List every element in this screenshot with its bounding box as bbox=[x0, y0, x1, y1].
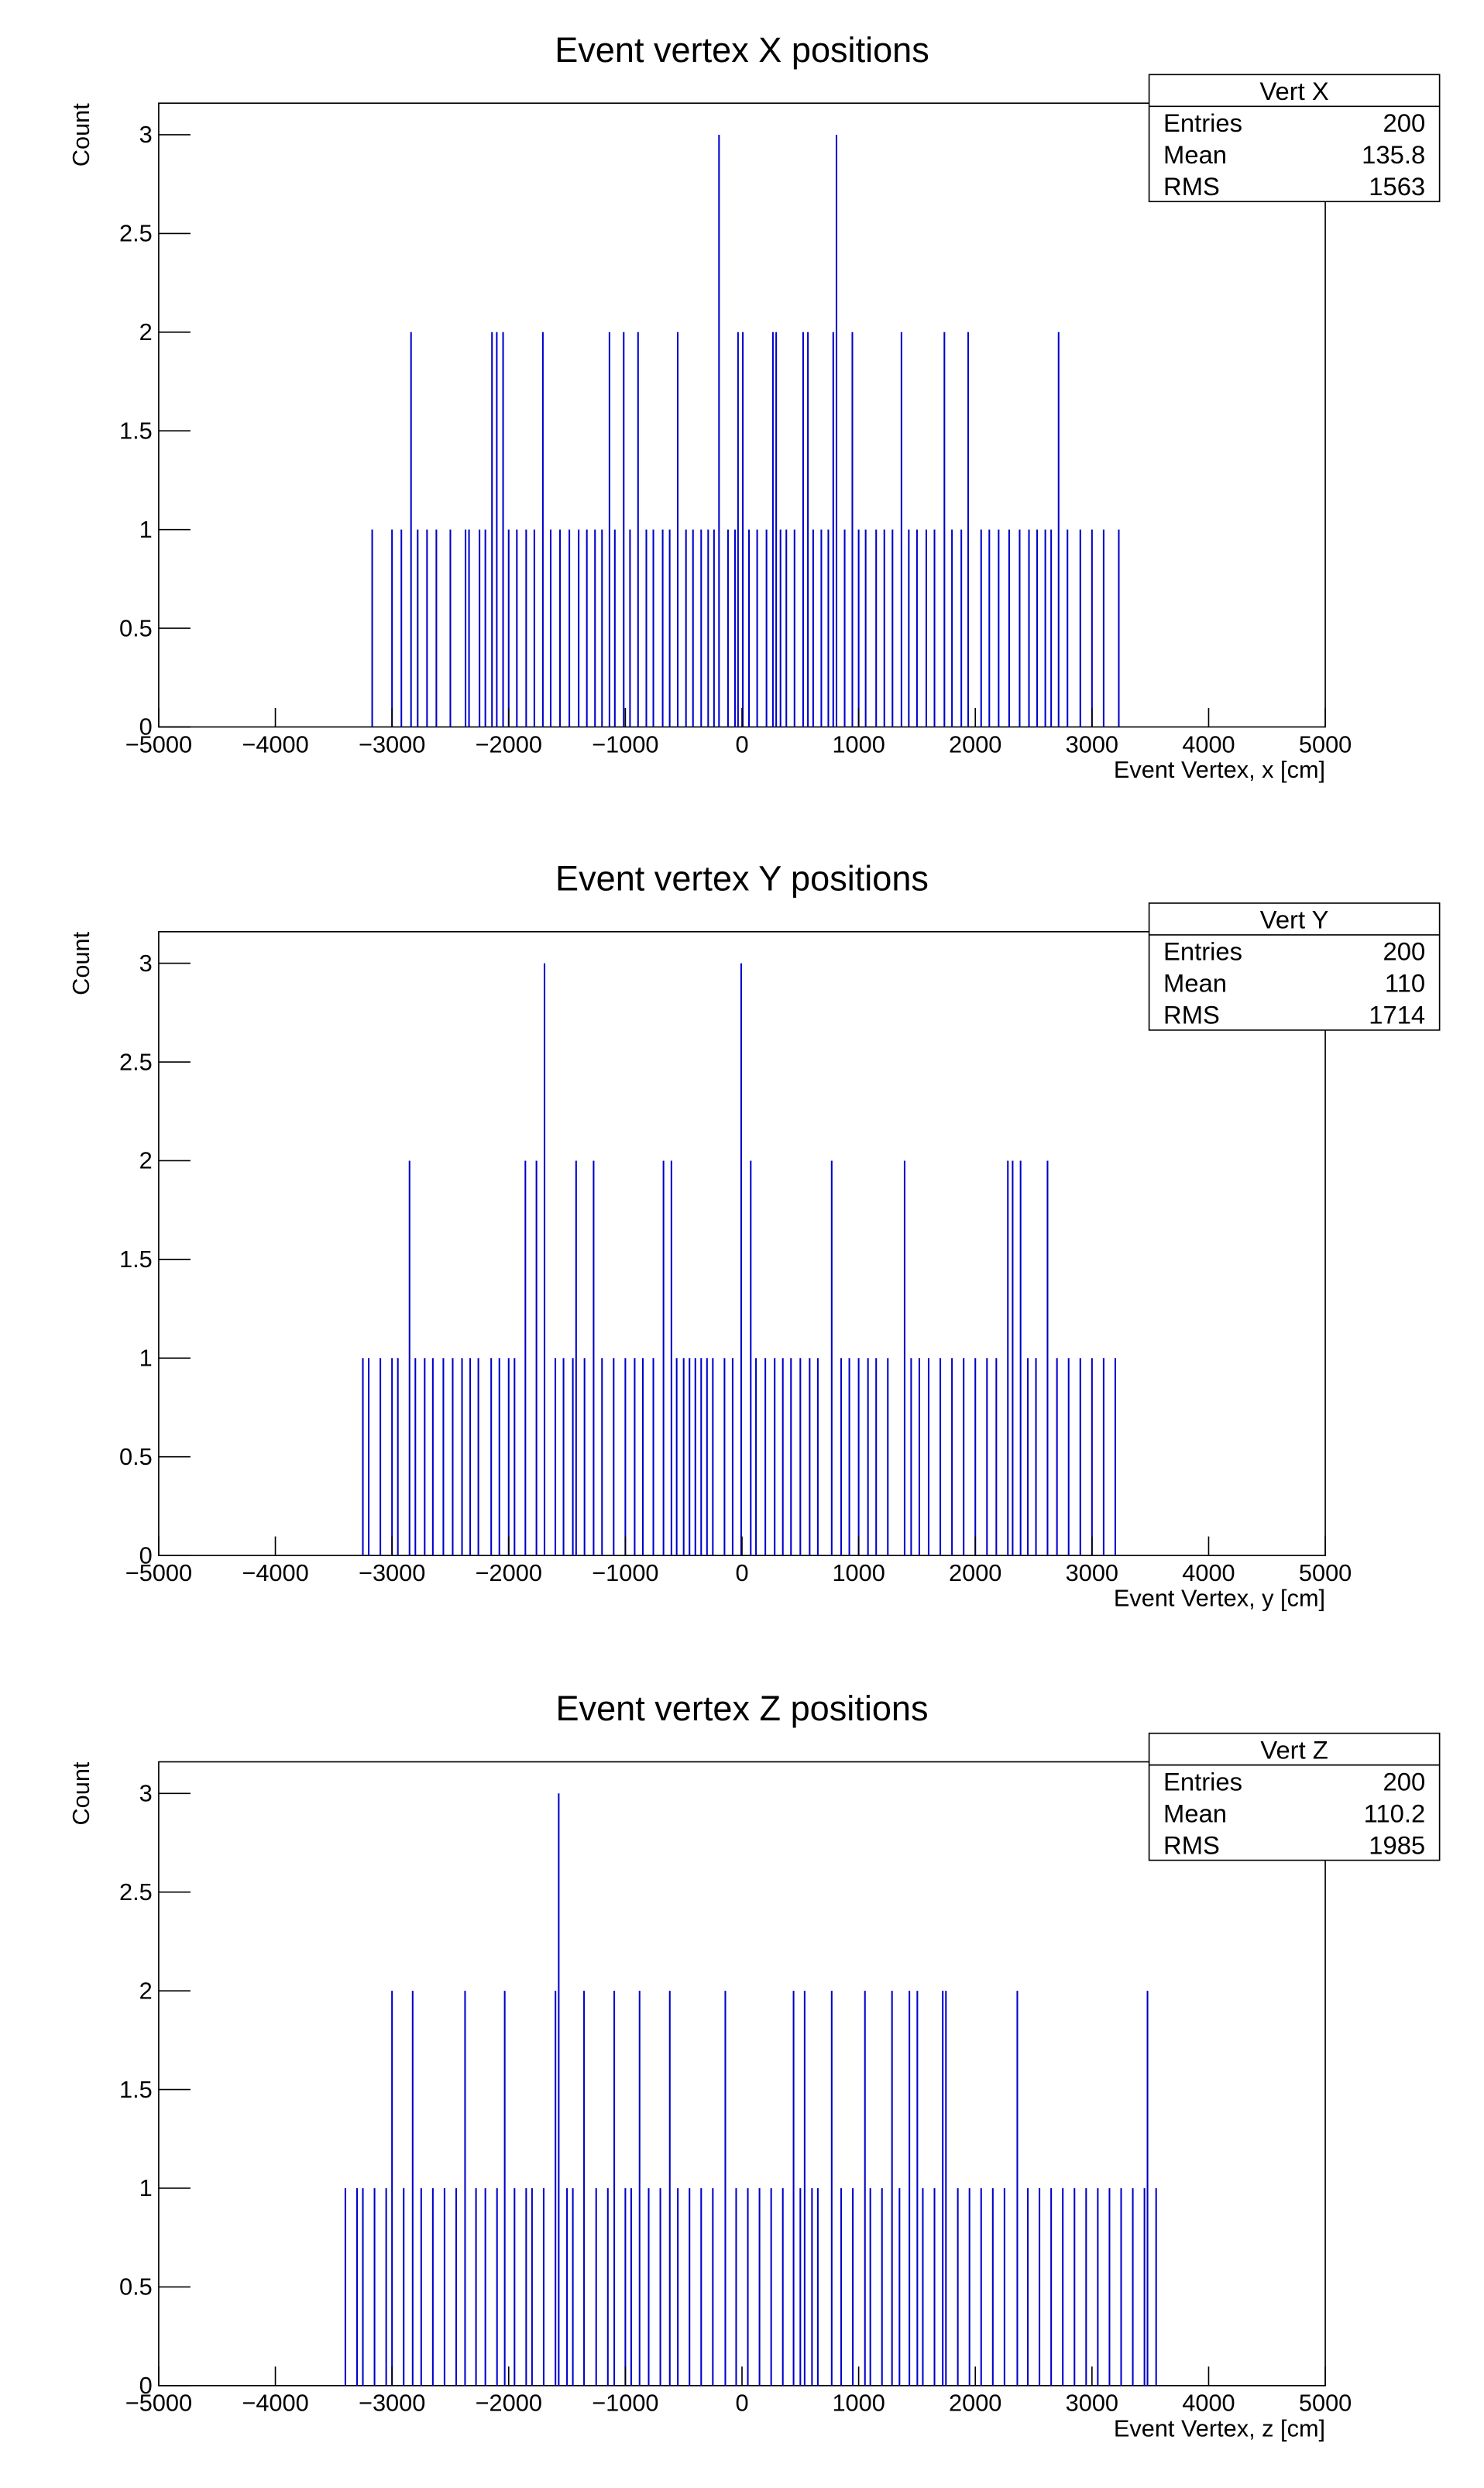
x-tick-label: 5000 bbox=[1299, 1559, 1352, 1586]
x-tick-label: 0 bbox=[735, 1559, 748, 1586]
stats-label: Entries bbox=[1163, 108, 1242, 137]
x-axis-label: Event Vertex, x [cm] bbox=[1114, 756, 1325, 783]
stats-box bbox=[1148, 74, 1441, 203]
y-tick-label: 2.5 bbox=[119, 1878, 153, 1906]
y-tick-label: 3 bbox=[139, 950, 153, 977]
stats-value: 200 bbox=[1383, 1767, 1426, 1796]
x-tick-label: −2000 bbox=[476, 730, 542, 758]
x-tick-label: 4000 bbox=[1182, 730, 1235, 758]
x-tick-label: −3000 bbox=[359, 2390, 425, 2417]
x-tick-label: 0 bbox=[735, 730, 748, 758]
stats-value: 110 bbox=[1385, 969, 1425, 998]
y-tick-label: 0.5 bbox=[119, 2273, 153, 2301]
stats-title: Vert Z bbox=[1260, 1735, 1328, 1764]
x-tick-label: 4000 bbox=[1182, 2390, 1235, 2417]
stats-label: RMS bbox=[1163, 172, 1220, 201]
x-tick-label: −2000 bbox=[476, 1559, 542, 1586]
y-tick-label: 1.5 bbox=[119, 1246, 153, 1273]
x-tick-label: 1000 bbox=[832, 1559, 885, 1586]
y-tick-label: 2 bbox=[139, 318, 153, 345]
stats-label: Mean bbox=[1163, 140, 1227, 169]
x-tick-label: 4000 bbox=[1182, 1559, 1235, 1586]
x-tick-label: −5000 bbox=[125, 1559, 192, 1586]
y-tick-label: 0.5 bbox=[119, 614, 153, 641]
stats-label: Mean bbox=[1163, 1799, 1227, 1827]
chart-title: Event vertex Y positions bbox=[555, 859, 929, 899]
y-tick-label: 2.5 bbox=[119, 220, 153, 247]
stats-box bbox=[1148, 902, 1441, 1031]
stats-value: 1985 bbox=[1369, 1830, 1425, 1859]
y-tick-label: 2.5 bbox=[119, 1048, 153, 1075]
chart-title: Event vertex Z positions bbox=[555, 1689, 928, 1728]
y-axis-label: Count bbox=[67, 931, 94, 995]
stats-label: RMS bbox=[1163, 1001, 1220, 1029]
stats-value: 135.8 bbox=[1362, 140, 1425, 169]
x-tick-label: 5000 bbox=[1299, 730, 1352, 758]
stats-value: 200 bbox=[1383, 937, 1426, 966]
stats-label: RMS bbox=[1163, 1830, 1220, 1859]
y-axis-label: Count bbox=[67, 1761, 94, 1825]
x-tick-label: 1000 bbox=[832, 2390, 885, 2417]
y-axis-label: Count bbox=[67, 103, 94, 167]
y-tick-label: 0.5 bbox=[119, 1443, 153, 1470]
x-tick-label: 1000 bbox=[832, 730, 885, 758]
y-tick-label: 0 bbox=[139, 1541, 153, 1569]
x-tick-label: 3000 bbox=[1066, 2390, 1118, 2417]
stats-title: Vert X bbox=[1259, 77, 1328, 105]
x-tick-label: −2000 bbox=[476, 2390, 542, 2417]
x-tick-label: 5000 bbox=[1299, 2390, 1352, 2417]
y-tick-label: 1.5 bbox=[119, 417, 153, 444]
x-tick-label: 2000 bbox=[949, 1559, 1001, 1586]
y-tick-label: 3 bbox=[139, 121, 153, 148]
x-tick-label: −4000 bbox=[242, 1559, 308, 1586]
stats-title: Vert Y bbox=[1260, 906, 1329, 934]
x-tick-label: 0 bbox=[735, 2390, 748, 2417]
chart-title: Event vertex X positions bbox=[555, 30, 929, 70]
x-axis-label: Event Vertex, z [cm] bbox=[1114, 2414, 1325, 2442]
x-tick-label: 3000 bbox=[1066, 1559, 1118, 1586]
x-tick-label: −5000 bbox=[125, 730, 192, 758]
stats-label: Entries bbox=[1163, 1767, 1242, 1796]
x-tick-label: −4000 bbox=[242, 730, 308, 758]
y-tick-label: 1 bbox=[139, 2174, 153, 2201]
x-tick-label: −5000 bbox=[125, 2390, 192, 2417]
x-tick-label: 2000 bbox=[949, 2390, 1001, 2417]
x-tick-label: −3000 bbox=[359, 730, 425, 758]
y-tick-label: 1.5 bbox=[119, 2076, 153, 2103]
x-tick-label: −1000 bbox=[592, 1559, 658, 1586]
y-tick-label: 0 bbox=[139, 713, 153, 741]
stats-value: 110.2 bbox=[1364, 1799, 1426, 1827]
stats-box bbox=[1148, 1732, 1441, 1861]
x-tick-label: 3000 bbox=[1066, 730, 1118, 758]
y-tick-label: 2 bbox=[139, 1977, 153, 2004]
x-tick-label: −1000 bbox=[592, 2390, 658, 2417]
x-axis-label: Event Vertex, y [cm] bbox=[1114, 1585, 1325, 1612]
y-tick-label: 2 bbox=[139, 1147, 153, 1174]
x-tick-label: 2000 bbox=[949, 730, 1001, 758]
y-tick-label: 3 bbox=[139, 1780, 153, 1807]
stats-value: 200 bbox=[1383, 108, 1426, 137]
stats-value: 1563 bbox=[1369, 172, 1425, 201]
y-tick-label: 0 bbox=[139, 2372, 153, 2399]
x-tick-label: −1000 bbox=[592, 730, 658, 758]
x-tick-label: −3000 bbox=[359, 1559, 425, 1586]
stats-label: Mean bbox=[1163, 969, 1227, 998]
stats-value: 1714 bbox=[1369, 1001, 1425, 1029]
stats-label: Entries bbox=[1163, 937, 1242, 966]
y-tick-label: 1 bbox=[139, 1345, 153, 1372]
y-tick-label: 1 bbox=[139, 516, 153, 543]
x-tick-label: −4000 bbox=[242, 2390, 308, 2417]
